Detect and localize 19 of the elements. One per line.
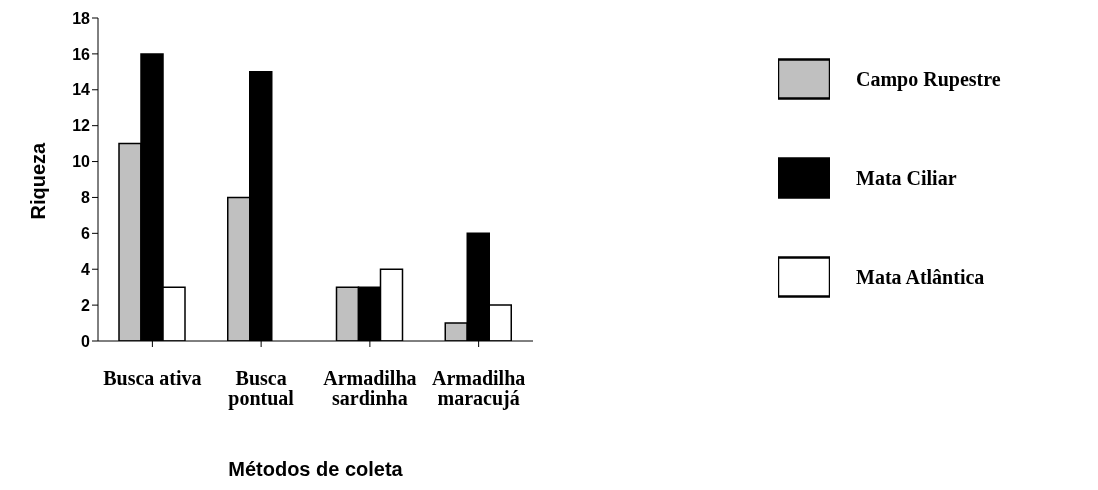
x-axis-title: Métodos de coleta	[228, 458, 404, 480]
y-tick-label: 10	[72, 153, 91, 171]
y-tick-label: 14	[72, 81, 91, 99]
legend-label: Mata Atlântica	[856, 265, 985, 288]
x-tick-label: Busca pontual	[228, 367, 295, 411]
y-tick-label: 2	[81, 296, 91, 314]
x-tick-label: Armadilha sardinha	[323, 367, 417, 410]
y-tick-label: 18	[72, 9, 91, 27]
y-tick-label: 8	[81, 189, 91, 207]
x-tick-label: Armadilha maracujá	[431, 367, 526, 411]
y-axis-title: Riqueza	[27, 141, 50, 220]
y-tick-label: 6	[81, 225, 91, 243]
y-tick-label: 4	[81, 260, 91, 278]
y-tick-label: 16	[72, 45, 91, 63]
x-tick-label: Busca ativa	[103, 367, 202, 390]
legend-label: Mata Ciliar	[856, 166, 957, 189]
legend-label: Campo Rupestre	[856, 67, 1001, 90]
y-tick-label: 12	[72, 117, 91, 135]
y-tick-label: 0	[81, 332, 91, 350]
